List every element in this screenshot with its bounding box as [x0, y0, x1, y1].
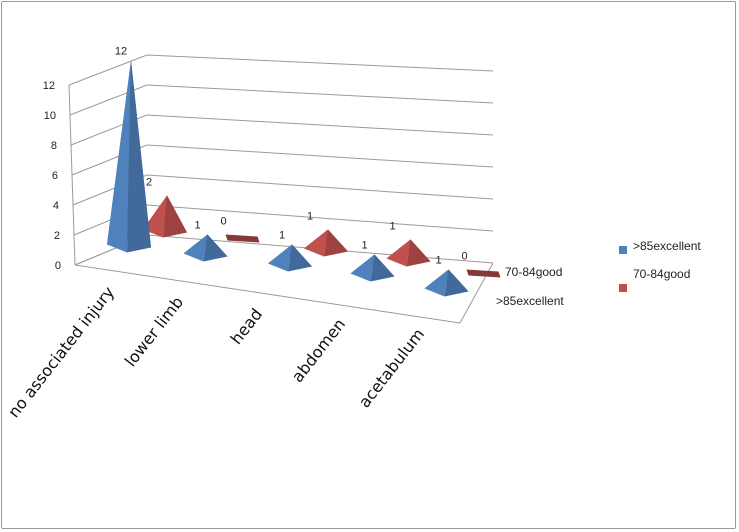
data-label: 1 — [389, 221, 395, 233]
gridline-back — [146, 174, 494, 200]
gridline-back — [146, 114, 494, 136]
data-label: 0 — [220, 216, 226, 228]
bar-70-84good-abdomen-front-face — [386, 239, 411, 267]
legend-swatch — [619, 246, 627, 254]
category-label: acetabulum — [355, 325, 428, 412]
data-labels: 2 0 1 1 0 12 1 1 1 1 — [115, 46, 468, 267]
gridline-back — [146, 144, 494, 168]
bar->85excellent-no associated injury-front-face — [107, 60, 131, 253]
gridline-side — [69, 84, 148, 116]
bar->85excellent-acetabulum-front-face — [424, 269, 449, 297]
bar->85excellent-abdomen-side-face — [370, 254, 395, 282]
data-label: 0 — [461, 251, 467, 263]
bar->85excellent-acetabulum — [424, 269, 469, 297]
chart-marks — [107, 60, 501, 297]
gridline-back — [146, 204, 494, 232]
legend: >85excellent 70-84good — [619, 239, 701, 292]
bar->85excellent-head-front-face — [268, 244, 292, 272]
bar-70-84good-acetabulum — [466, 269, 501, 278]
bar->85excellent-lower limb-side-face — [203, 234, 228, 262]
y-tick-label: 0 — [55, 260, 61, 272]
bar-70-84good-abdomen-side-face — [406, 239, 431, 267]
legend-label: 70-84good — [633, 267, 690, 281]
category-label: abdomen — [288, 315, 349, 386]
floor-front-edge — [74, 264, 461, 324]
bar-70-84good-no associated injury — [143, 195, 187, 238]
bar-70-84good-abdomen — [386, 239, 431, 267]
series-axis-labels: >85excellent 70-84good — [496, 265, 564, 308]
data-label: 1 — [279, 230, 285, 242]
data-label: 2 — [146, 177, 152, 189]
series-axis-label: >85excellent — [496, 294, 564, 308]
y-tick-label: 8 — [51, 140, 57, 152]
bar-70-84good-no associated injury-front-face — [143, 195, 167, 238]
category-label: head — [227, 305, 267, 348]
bar->85excellent-no associated injury — [107, 60, 151, 253]
bar-70-84good-lower limb — [225, 234, 260, 243]
bar-70-84good-head-side-face — [324, 229, 348, 257]
gridline-side — [68, 54, 148, 86]
series-axis-label: 70-84good — [505, 265, 562, 279]
data-label: 1 — [361, 240, 367, 252]
gridline-back — [146, 84, 494, 104]
bar->85excellent-no associated injury-side-face — [127, 60, 151, 253]
y-tick-label: 4 — [53, 200, 59, 212]
data-label: 12 — [115, 46, 127, 58]
gridline-back — [146, 54, 494, 72]
bar-70-84good-head-front-face — [304, 229, 328, 257]
y-tick-label: 2 — [54, 230, 60, 242]
bar-70-84good-no associated injury-side-face — [163, 195, 187, 238]
y-tick-label: 10 — [44, 110, 56, 122]
bar->85excellent-lower limb — [183, 234, 228, 262]
legend-swatch — [619, 284, 627, 292]
category-label: no associated injury — [4, 283, 118, 421]
data-label: 1 — [435, 255, 441, 267]
y-axis-ticks: 0 2 4 6 8 10 12 — [43, 80, 61, 272]
category-labels: no associated injury lower limb head abdome… — [4, 283, 428, 421]
bar->85excellent-abdomen — [350, 254, 395, 282]
legend-label: >85excellent — [633, 239, 701, 253]
data-label: 1 — [194, 220, 200, 232]
bar->85excellent-head-side-face — [288, 244, 312, 272]
y-tick-label: 12 — [43, 80, 55, 92]
bar->85excellent-head — [268, 244, 312, 272]
bar->85excellent-acetabulum-side-face — [444, 269, 469, 297]
bar-70-84good-head — [304, 229, 348, 257]
bar->85excellent-lower limb-front-face — [183, 234, 208, 262]
data-label: 1 — [307, 211, 313, 223]
y-tick-label: 6 — [52, 170, 58, 182]
category-label: lower limb — [121, 293, 187, 370]
bar->85excellent-abdomen-front-face — [350, 254, 375, 282]
